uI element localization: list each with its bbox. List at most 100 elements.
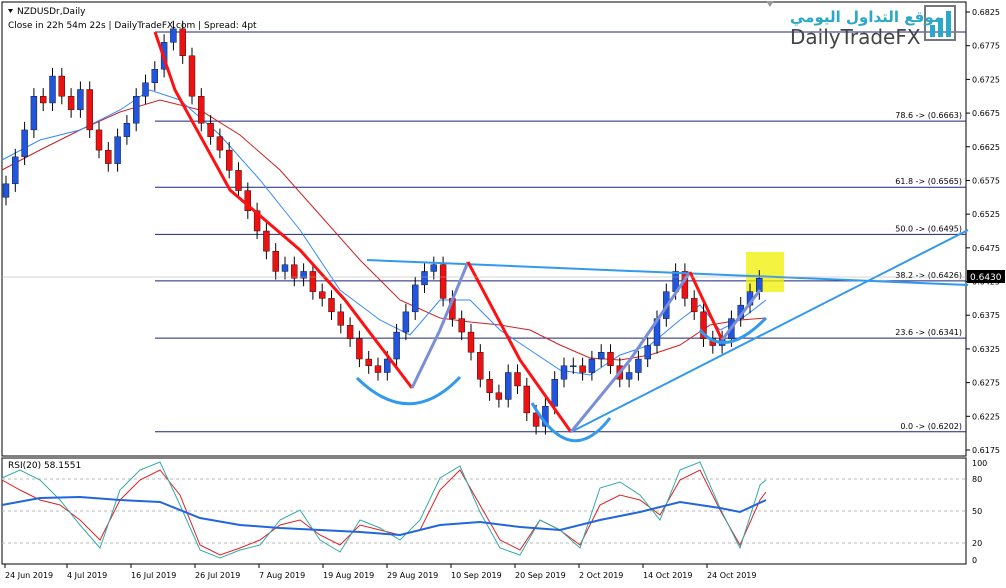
candle-body: [514, 372, 521, 387]
fib-label: 61.8 -> (0.6565): [895, 177, 962, 186]
price-tick-label: 0.6525: [972, 210, 1000, 219]
date-tick-label: 7 Aug 2019: [259, 571, 305, 580]
highlight-box: [746, 252, 784, 292]
logo-bar-icon: [938, 18, 943, 37]
candle-body: [21, 129, 28, 158]
rsi-tick-label: 20: [972, 539, 982, 548]
candle-body: [151, 69, 159, 83]
candle-body: [337, 311, 344, 326]
candle-body: [346, 325, 354, 340]
price-tick-label: 0.6825: [972, 8, 1000, 17]
candle-body: [570, 365, 577, 367]
rsi-tick-label: 0: [972, 556, 977, 565]
candle-body: [198, 96, 205, 124]
price-tick-label: 0.6475: [972, 244, 1000, 253]
fib-label: 0.0 -> (0.6202): [900, 422, 962, 431]
candle-body: [216, 136, 224, 151]
candle-body: [300, 271, 307, 279]
rsi-tick-label: 100: [972, 459, 987, 468]
candle-body: [625, 372, 633, 380]
candle-body: [598, 352, 605, 360]
candle-body: [142, 82, 149, 97]
current-price-tag: [967, 270, 1005, 283]
candle-body: [551, 379, 558, 407]
left-shoulder-curve: [355, 375, 462, 406]
candle-body: [253, 210, 261, 232]
candle-body: [49, 75, 56, 104]
price-tick-label: 0.6275: [972, 379, 1000, 388]
fib-label: 38.2 -> (0.6426): [895, 271, 962, 280]
date-tick-label: 16 Jul 2019: [131, 571, 176, 580]
candle-body: [86, 89, 93, 131]
date-tick-label: 24 Jun 2019: [5, 571, 53, 580]
head-curve: [530, 402, 612, 443]
candle-body: [384, 358, 391, 373]
candle-body: [374, 365, 382, 373]
rsi-tick-label: 80: [972, 475, 982, 484]
candle-body: [207, 122, 214, 137]
logo-brand-text: DailyTradeFX: [790, 25, 921, 49]
up-leg-line-2: [569, 271, 692, 433]
rsi-blue-line: [1, 495, 767, 537]
price-tick-label: 0.6325: [972, 345, 1000, 354]
date-tick-label: 26 Jul 2019: [195, 571, 240, 580]
price-tick-label: 0.6375: [972, 311, 1000, 320]
date-tick-label: 24 Oct 2019: [707, 571, 756, 580]
candle-body: [356, 338, 363, 360]
candle-body: [579, 365, 586, 373]
price-tick-label: 0.6225: [972, 412, 1000, 421]
up-leg-line: [410, 261, 470, 389]
date-tick-label: 20 Sep 2019: [515, 571, 566, 580]
candle-body: [291, 264, 298, 279]
candle-body: [495, 392, 503, 400]
price-axis: 0.6825 0.6775 0.6725 0.6675 0.6625 0.6575 0.65…: [966, 8, 1000, 455]
candle-body: [412, 284, 419, 313]
chart-shift-marker-icon[interactable]: [766, 1, 774, 7]
logo-bar-icon: [930, 25, 935, 37]
date-tick-label: 14 Oct 2019: [643, 571, 692, 580]
up-leg-line-3: [720, 289, 762, 341]
date-tick-label: 29 Aug 2019: [387, 571, 438, 580]
fib-label: 23.6 -> (0.6341): [895, 328, 962, 337]
right-shoulder-curve: [698, 316, 768, 344]
candle-body: [532, 412, 540, 427]
logo-bar-icon: [946, 11, 951, 37]
support-trendline: [570, 229, 969, 433]
candle-body: [523, 385, 530, 414]
candle-body: [430, 264, 437, 272]
date-tick-label: 19 Aug 2019: [323, 571, 374, 580]
candle-body: [77, 89, 84, 110]
collapse-triangle-icon[interactable]: [8, 9, 13, 13]
candle-body: [560, 365, 568, 380]
candle-body: [179, 28, 186, 56]
candle-body: [225, 149, 233, 171]
candle-body: [235, 170, 242, 191]
candle-body: [309, 271, 317, 292]
symbol-title: NZDUSDr,Daily: [17, 7, 86, 17]
candle-body: [263, 230, 270, 252]
price-tick-label: 0.6675: [972, 109, 1000, 118]
candle-body: [132, 96, 140, 124]
candle-body: [12, 156, 19, 185]
date-tick-label: 4 Jul 2019: [67, 571, 107, 580]
candle-body: [458, 318, 465, 333]
candle-body: [2, 183, 10, 198]
candle-body: [272, 251, 279, 272]
dailytradefx-logo: موقع التداول اليومي DailyTradeFX: [790, 5, 956, 49]
candle-body: [402, 311, 410, 333]
candle-body: [542, 406, 549, 427]
logo-chart-icon: [924, 5, 956, 41]
ma-red-line: [1, 99, 767, 361]
candle-body: [67, 96, 75, 110]
date-axis: 24 Jun 2019 4 Jul 2019 16 Jul 2019 26 Jul 2…: [4, 564, 756, 580]
price-tick-label: 0.6775: [972, 42, 1000, 51]
candle-body: [486, 379, 493, 393]
price-tick-label: 0.6175: [972, 446, 1000, 455]
chart-info: Close in 22h 54m 22s | DailyTradeFX.com …: [8, 21, 257, 31]
price-tick-label: 0.6625: [972, 143, 1000, 152]
candle-body: [40, 96, 47, 104]
candle-body: [95, 129, 103, 151]
current-price-label: 0.6430: [970, 273, 1002, 283]
candle-body: [365, 358, 372, 366]
